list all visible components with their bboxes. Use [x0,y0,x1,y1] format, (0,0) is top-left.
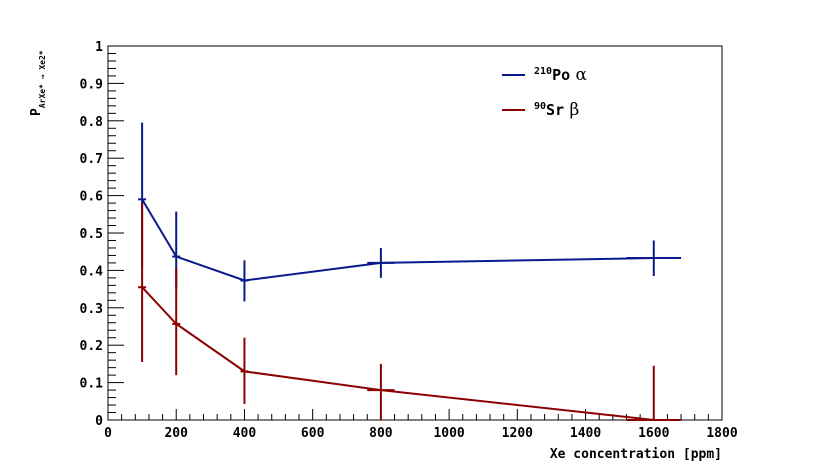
data-point [240,337,249,404]
x-tick-label: 1600 [638,426,669,441]
x-tick-label: 0 [104,426,112,441]
legend-entry-0: 210Po α [502,65,588,85]
legend-label: 90Sr β [534,100,579,120]
y-tick-label: 0.1 [80,377,104,392]
x-axis: 0 200 400 600 800 1000 1200 1400 1600 1800 [104,409,738,441]
x-axis-label: Xe concentration [ppm] [550,447,722,462]
data-point [172,268,181,376]
series-0 [138,122,682,302]
x-tick-label: 600 [301,426,325,441]
data-point [626,240,682,277]
series-line [141,286,654,421]
x-tick-label: 1800 [706,426,737,441]
y-axis: 0 0.1 0.2 0.3 0.4 0.5 0.6 0.7 0.8 0.9 1 [80,40,124,429]
x-tick-label: 1000 [433,426,464,441]
y-tick-label: 0.8 [80,115,104,130]
data-point [138,203,147,363]
svg-text:PArXe* → Xe2*: PArXe* → Xe2* [29,50,47,116]
x-tick-label: 400 [233,426,257,441]
x-tick-label: 200 [164,426,188,441]
legend-label: 210Po α [534,65,588,85]
y-tick-label: 0.3 [80,302,103,317]
data-point [367,363,395,420]
series-layer [138,122,682,421]
legend-entry-1: 90Sr β [502,100,579,120]
y-tick-label: 0 [95,414,103,429]
y-tick-label: 0.5 [80,227,103,242]
legend: 210Po α 90Sr β [502,65,588,120]
data-point [367,247,395,278]
plot-frame [107,45,723,421]
y-tick-label: 0.9 [80,77,103,92]
series-1 [138,203,682,421]
y-axis-label-subscript: ArXe* → Xe2* [38,50,47,108]
y-tick-label: 0.7 [80,152,103,167]
data-point [240,260,249,302]
x-tick-label: 1400 [570,426,601,441]
series-line [141,198,654,282]
x-tick-label: 800 [369,426,393,441]
y-tick-label: 0.4 [80,264,104,279]
data-point [626,365,682,421]
y-axis-label-main: P [29,108,44,116]
y-axis-label: PArXe* → Xe2* [29,50,47,116]
x-tick-label: 1200 [502,426,533,441]
y-tick-label: 1 [95,40,103,55]
y-tick-label: 0.2 [80,339,103,354]
y-tick-label: 0.6 [80,190,104,205]
plot-border [107,45,723,421]
